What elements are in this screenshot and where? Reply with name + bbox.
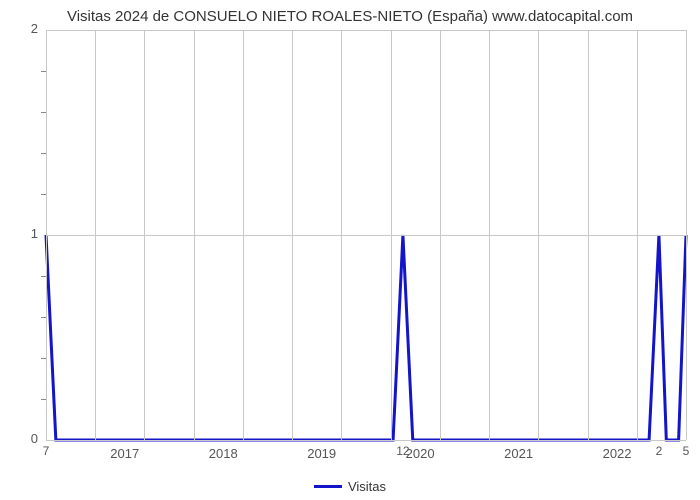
x-year-label: 2020: [406, 446, 435, 461]
y-minor-tick: [41, 153, 46, 154]
x-value-label: 7: [43, 444, 50, 458]
hgrid-line: [46, 30, 686, 31]
x-value-label: 12: [396, 444, 409, 458]
vgrid-line: [686, 30, 687, 440]
legend: Visitas: [314, 479, 386, 494]
vgrid-line: [144, 30, 145, 440]
vgrid-line: [637, 30, 638, 440]
legend-label: Visitas: [348, 479, 386, 494]
vgrid-line: [95, 30, 96, 440]
y-tick-label: 1: [0, 226, 38, 241]
y-minor-tick: [41, 71, 46, 72]
vgrid-line: [243, 30, 244, 440]
y-minor-tick: [41, 317, 46, 318]
x-year-label: 2022: [603, 446, 632, 461]
y-minor-tick: [41, 276, 46, 277]
y-minor-tick: [41, 112, 46, 113]
x-year-label: 2021: [504, 446, 533, 461]
y-tick-label: 2: [0, 21, 38, 36]
vgrid-line: [292, 30, 293, 440]
x-value-label: 5: [683, 444, 690, 458]
y-minor-tick: [41, 194, 46, 195]
vgrid-line: [341, 30, 342, 440]
vgrid-line: [194, 30, 195, 440]
hgrid-line: [46, 235, 686, 236]
chart-title: Visitas 2024 de CONSUELO NIETO ROALES-NI…: [0, 8, 700, 25]
y-tick-label: 0: [0, 431, 38, 446]
vgrid-line: [588, 30, 589, 440]
vgrid-line: [391, 30, 392, 440]
legend-swatch: [314, 485, 342, 488]
vgrid-line: [46, 30, 47, 440]
vgrid-line: [538, 30, 539, 440]
hgrid-line: [46, 440, 686, 441]
chart-container: Visitas 2024 de CONSUELO NIETO ROALES-NI…: [0, 0, 700, 500]
vgrid-line: [440, 30, 441, 440]
x-year-label: 2019: [307, 446, 336, 461]
vgrid-line: [489, 30, 490, 440]
x-year-label: 2017: [110, 446, 139, 461]
y-minor-tick: [41, 399, 46, 400]
x-year-label: 2018: [209, 446, 238, 461]
plot-area: [46, 30, 686, 440]
x-value-label: 2: [656, 444, 663, 458]
y-minor-tick: [41, 358, 46, 359]
